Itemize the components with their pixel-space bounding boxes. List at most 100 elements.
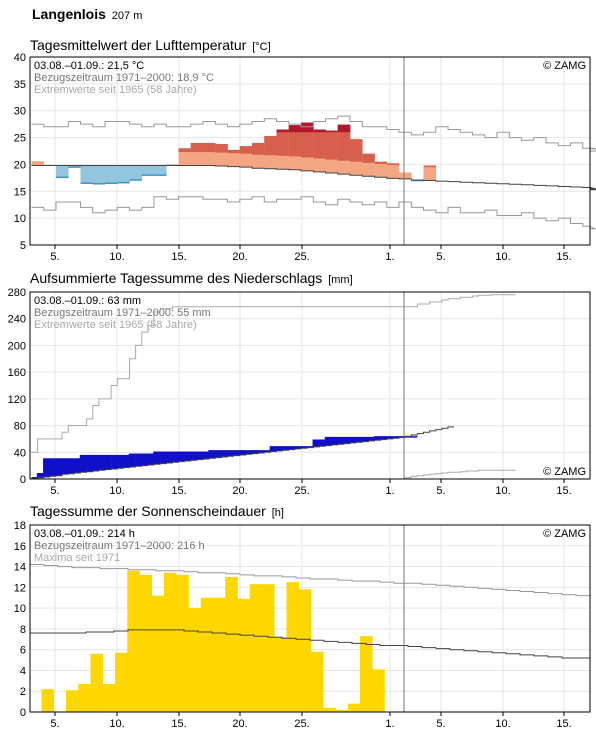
temperature-mean-line bbox=[31, 165, 596, 191]
precipitation-y-tick-label: 280 bbox=[8, 287, 26, 299]
temperature-y-tick-label: 10 bbox=[14, 213, 26, 225]
precipitation-diff-bar bbox=[190, 452, 198, 461]
precipitation-y-tick-label: 0 bbox=[20, 474, 26, 486]
precipitation-diff-bar bbox=[374, 436, 381, 441]
precipitation-diff-bar bbox=[288, 446, 296, 450]
sunshine-plot-frame bbox=[29, 524, 591, 713]
precipitation-diff-bar bbox=[105, 455, 112, 470]
sunshine-bar bbox=[90, 653, 104, 712]
temperature-bar-hot bbox=[325, 130, 339, 160]
precipitation-diff-bar bbox=[331, 437, 339, 445]
temperature-y-tick-label: 15 bbox=[14, 186, 26, 198]
temperature-bar-hot bbox=[337, 124, 351, 161]
temperature-bar-below bbox=[92, 165, 106, 184]
precipitation-diff-bar bbox=[258, 450, 265, 453]
temperature-bar-hot bbox=[239, 146, 253, 154]
temperature-bar-above bbox=[178, 148, 192, 166]
precipitation-diff-bar bbox=[37, 473, 45, 478]
sunshine-annotation-1: 03.08.–01.09.: 214 h bbox=[34, 528, 135, 540]
precipitation-diff-bar bbox=[313, 440, 320, 447]
sunshine-y-tick-label: 18 bbox=[14, 520, 26, 532]
precipitation-diff-bar bbox=[111, 455, 118, 469]
precipitation-x-tick-label: 20. bbox=[232, 485, 247, 497]
temperature-bar-below bbox=[117, 165, 130, 183]
temperature-bar-hot bbox=[313, 129, 326, 159]
temperature-x-tick-label: 15. bbox=[171, 251, 186, 263]
precipitation-diff-bar bbox=[43, 458, 51, 477]
temperature-x-tick-label: 5. bbox=[436, 251, 445, 263]
precipitation-x-tick-label: 1. bbox=[385, 485, 394, 497]
precipitation-x-tick-label: 15. bbox=[556, 485, 571, 497]
temperature-bar-hot bbox=[386, 163, 400, 165]
temperature-bar-above bbox=[423, 165, 437, 181]
sunshine-bar bbox=[102, 683, 116, 712]
sunshine-bar bbox=[188, 608, 202, 712]
temperature-bar-below bbox=[154, 165, 167, 176]
precipitation-chart-title: Aufsummierte Tagessumme des Niederschlag… bbox=[30, 270, 353, 286]
station-name: Langenlois bbox=[32, 6, 106, 22]
sunshine-x-tick-label: 1. bbox=[385, 718, 394, 729]
precipitation-diff-bar bbox=[380, 436, 388, 440]
sunshine-title-text: Tagessumme der Sonnenscheindauer bbox=[30, 503, 266, 519]
temperature-annotation-1: 03.08.–01.09.: 21,5 °C bbox=[34, 60, 144, 72]
precipitation-diff-bar bbox=[196, 452, 204, 460]
sunshine-x-tick-label: 15. bbox=[171, 718, 186, 729]
precipitation-annotation-2: Bezugszeitraum 1971–2000: 55 mm bbox=[34, 307, 211, 319]
precipitation-diff-bar bbox=[337, 437, 345, 445]
sunshine-bar bbox=[139, 574, 153, 712]
sunshine-y-tick-label: 6 bbox=[20, 645, 26, 657]
temperature-bar-below bbox=[105, 165, 118, 184]
temperature-bar-below bbox=[141, 165, 155, 176]
precipitation-y-tick-label: 160 bbox=[8, 367, 26, 379]
precipitation-diff-bar bbox=[325, 437, 332, 446]
sunshine-unit: [h] bbox=[271, 507, 284, 519]
temperature-bar-veryhot bbox=[337, 124, 351, 133]
temperature-x-tick-label: 10. bbox=[495, 251, 510, 263]
temperature-x-tick-label: 1. bbox=[385, 251, 394, 263]
precipitation-diff-bar bbox=[184, 452, 192, 461]
precipitation-diff-bar bbox=[166, 452, 173, 463]
precipitation-diff-bar bbox=[92, 455, 100, 471]
precipitation-diff-bar bbox=[178, 452, 185, 462]
sunshine-y-tick-label: 14 bbox=[14, 562, 26, 574]
temperature-y-tick-label: 25 bbox=[14, 133, 26, 145]
sunshine-bar bbox=[237, 598, 251, 712]
sunshine-bar bbox=[347, 703, 361, 712]
precipitation-diff-bar bbox=[411, 434, 418, 437]
precipitation-diff-bar bbox=[221, 450, 228, 457]
sunshine-annotation-2: Bezugszeitraum 1971–2000: 216 h bbox=[34, 540, 205, 552]
sunshine-x-tick-label: 20. bbox=[232, 718, 247, 729]
sunshine-x-tick-label: 25. bbox=[294, 718, 309, 729]
temperature-chart-title: Tagesmittelwert der Lufttemperatur [°C] bbox=[30, 37, 271, 53]
precipitation-x-tick-label: 10. bbox=[109, 485, 124, 497]
precipitation-diff-bar bbox=[239, 450, 247, 455]
temperature-bar-hot bbox=[264, 135, 277, 156]
temperature-bar-veryhot bbox=[301, 122, 314, 133]
temperature-x-tick-label: 10. bbox=[109, 251, 124, 263]
precipitation-diff-bar bbox=[49, 458, 57, 477]
precipitation-observed-line bbox=[31, 436, 418, 479]
precipitation-diff-bar bbox=[245, 450, 253, 455]
temperature-bar-veryhot bbox=[313, 129, 326, 133]
temperature-bar-hot bbox=[190, 142, 204, 153]
temperature-max-extreme-line bbox=[31, 115, 596, 152]
sunshine-bar bbox=[249, 584, 263, 712]
precipitation-diff-bar bbox=[98, 455, 106, 471]
sunshine-bar bbox=[41, 689, 55, 712]
sunshine-x-tick-label: 5. bbox=[50, 718, 59, 729]
precipitation-diff-bar bbox=[282, 446, 290, 451]
sunshine-bar bbox=[286, 582, 300, 712]
temperature-bar-above bbox=[399, 172, 412, 179]
temperature-annotation-2: Bezugszeitraum 1971–2000: 18,9 °C bbox=[34, 72, 214, 84]
temperature-bar-hot bbox=[350, 139, 363, 162]
precipitation-min-extreme-line bbox=[31, 469, 516, 480]
precipitation-diff-bar bbox=[233, 450, 241, 456]
temperature-bar-above bbox=[386, 163, 400, 179]
temperature-bar-veryhot bbox=[288, 125, 302, 133]
temperature-bar-veryhot bbox=[276, 129, 290, 133]
temperature-annotation-3: Extremwerte seit 1965 (58 Jahre) bbox=[34, 84, 197, 96]
temperature-bar-hot bbox=[374, 161, 388, 164]
temperature-bar-hot bbox=[215, 144, 228, 153]
precipitation-diff-bar bbox=[172, 452, 179, 463]
